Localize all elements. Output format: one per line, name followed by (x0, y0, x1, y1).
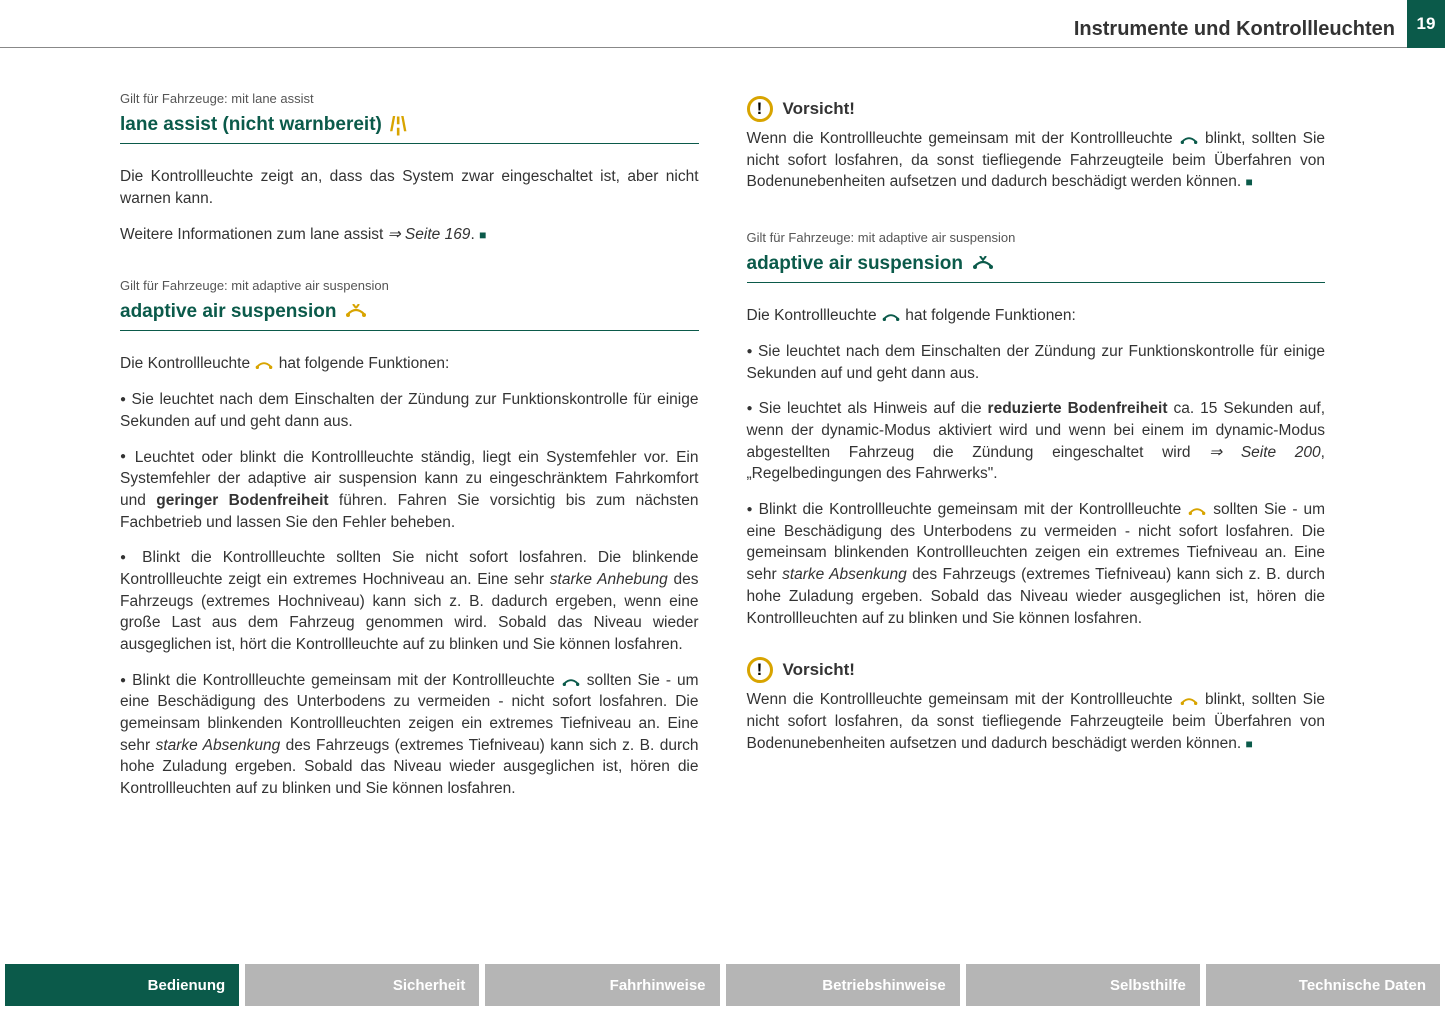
tab-betriebshinweise[interactable]: Betriebshinweise (726, 964, 960, 1006)
text: Die Kontrollleuchte (747, 307, 881, 324)
italic-text: starke Absenkung (782, 566, 907, 583)
chapter-title: Instrumente und Kontrollleuchten (1074, 18, 1395, 41)
intro-line: Die Kontrollleuchte hat folgende Funktio… (747, 305, 1326, 327)
caution-icon: ! (747, 96, 773, 122)
text: Blinkt die Kontrollleuchte gemeinsam mit… (132, 672, 561, 689)
bold-text: geringer Bodenfreiheit (156, 492, 328, 509)
text: Weitere Informationen zum lane assist (120, 226, 388, 243)
italic-text: starke Absenkung (156, 737, 281, 754)
paragraph: Die Kontrollleuchte zeigt an, dass das S… (120, 166, 699, 209)
suspension-yellow-icon (1187, 501, 1207, 518)
bullet-item: Blinkt die Kontrollleuchte gemeinsam mit… (747, 499, 1326, 629)
right-column: ! Vorsicht! Wenn die Kontrollleuchte gem… (747, 90, 1326, 926)
bullet-item: Sie leuchtet als Hinweis auf die reduzie… (747, 398, 1326, 485)
tab-selbsthilfe[interactable]: Selbsthilfe (966, 964, 1200, 1006)
bullet-item: Sie leuchtet nach dem Einschalten der Zü… (120, 389, 699, 432)
title-rule (120, 143, 699, 144)
italic-text: starke Anhebung (550, 571, 668, 588)
page-ref: ⇒ Seite 200 (1209, 444, 1321, 461)
footer-tabs: Bedienung Sicherheit Fahrhinweise Betrie… (0, 964, 1445, 1006)
bullet-item: Sie leuchtet nach dem Einschalten der Zü… (747, 341, 1326, 384)
text: Sie leuchtet als Hinweis auf die (759, 400, 988, 417)
intro-line: Die Kontrollleuchte hat folgende Funktio… (120, 353, 699, 375)
page-ref: ⇒ Seite 169 (388, 226, 471, 243)
title-rule (747, 282, 1326, 283)
bullet-item: Blinkt die Kontrollleuchte gemeinsam mit… (120, 670, 699, 800)
suspension-teal-icon (1179, 130, 1199, 147)
section-title-lane-assist: lane assist (nicht warnbereit) /¦\ (120, 111, 699, 139)
section-end-icon: ■ (1245, 175, 1252, 189)
title-rule (120, 330, 699, 331)
text: Sie leuchtet nach dem Einschalten der Zü… (120, 391, 699, 430)
caution-icon: ! (747, 657, 773, 683)
left-column: Gilt für Fahrzeuge: mit lane assist lane… (120, 90, 699, 926)
section-end-icon: ■ (479, 228, 486, 242)
suspension-teal-icon (561, 672, 581, 689)
bullet-item: Leuchtet oder blinkt die Kontrollleuchte… (120, 447, 699, 534)
caution-text: Wenn die Kontrollleuchte gemeinsam mit d… (747, 128, 1326, 193)
section-end-icon: ■ (1245, 737, 1252, 751)
caution-label: Vorsicht! (783, 97, 855, 121)
suspension-yellow-icon (344, 298, 368, 326)
text: Wenn die Kontrollleuchte gemeinsam mit d… (747, 130, 1179, 147)
tab-bedienung[interactable]: Bedienung (5, 964, 239, 1006)
bullet-item: Blinkt die Kontrollleuchte sollten Sie n… (120, 547, 699, 655)
text: hat folgende Funktionen: (901, 307, 1076, 324)
section-title-aas-yellow: adaptive air suspension (120, 298, 699, 326)
caution-text: Wenn die Kontrollleuchte gemeinsam mit d… (747, 689, 1326, 754)
content-area: Gilt für Fahrzeuge: mit lane assist lane… (120, 90, 1325, 926)
page-number: 19 (1407, 0, 1445, 48)
suspension-teal-icon (881, 307, 901, 324)
text: Sie leuchtet nach dem Einschalten der Zü… (747, 343, 1326, 382)
bold-text: reduzierte Bodenfreiheit (988, 400, 1168, 417)
caution-heading: ! Vorsicht! (747, 657, 1326, 683)
applies-note: Gilt für Fahrzeuge: mit adaptive air sus… (120, 277, 699, 295)
text: Blinkt die Kontrollleuchte gemeinsam mit… (759, 501, 1188, 518)
applies-note: Gilt für Fahrzeuge: mit adaptive air sus… (747, 229, 1326, 247)
tab-sicherheit[interactable]: Sicherheit (245, 964, 479, 1006)
suspension-yellow-icon (1179, 691, 1199, 708)
caution-label: Vorsicht! (783, 658, 855, 682)
paragraph: Weitere Informationen zum lane assist ⇒ … (120, 224, 699, 246)
page-header: Instrumente und Kontrollleuchten 19 (0, 0, 1445, 55)
text: hat folgende Funktionen: (274, 355, 449, 372)
tab-technische-daten[interactable]: Technische Daten (1206, 964, 1440, 1006)
title-text: adaptive air suspension (120, 299, 336, 326)
suspension-teal-icon (971, 250, 995, 278)
text: Die Kontrollleuchte (120, 355, 254, 372)
title-text: adaptive air suspension (747, 251, 963, 278)
header-rule (0, 47, 1407, 48)
suspension-yellow-icon (254, 355, 274, 372)
caution-heading: ! Vorsicht! (747, 96, 1326, 122)
text: Wenn die Kontrollleuchte gemeinsam mit d… (747, 691, 1179, 708)
lane-assist-icon: /¦\ (390, 111, 407, 139)
tab-fahrhinweise[interactable]: Fahrhinweise (485, 964, 719, 1006)
applies-note: Gilt für Fahrzeuge: mit lane assist (120, 90, 699, 108)
section-title-aas-teal: adaptive air suspension (747, 250, 1326, 278)
title-text: lane assist (nicht warnbereit) (120, 112, 382, 139)
